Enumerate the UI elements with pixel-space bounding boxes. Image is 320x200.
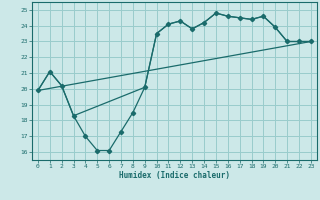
X-axis label: Humidex (Indice chaleur): Humidex (Indice chaleur): [119, 171, 230, 180]
